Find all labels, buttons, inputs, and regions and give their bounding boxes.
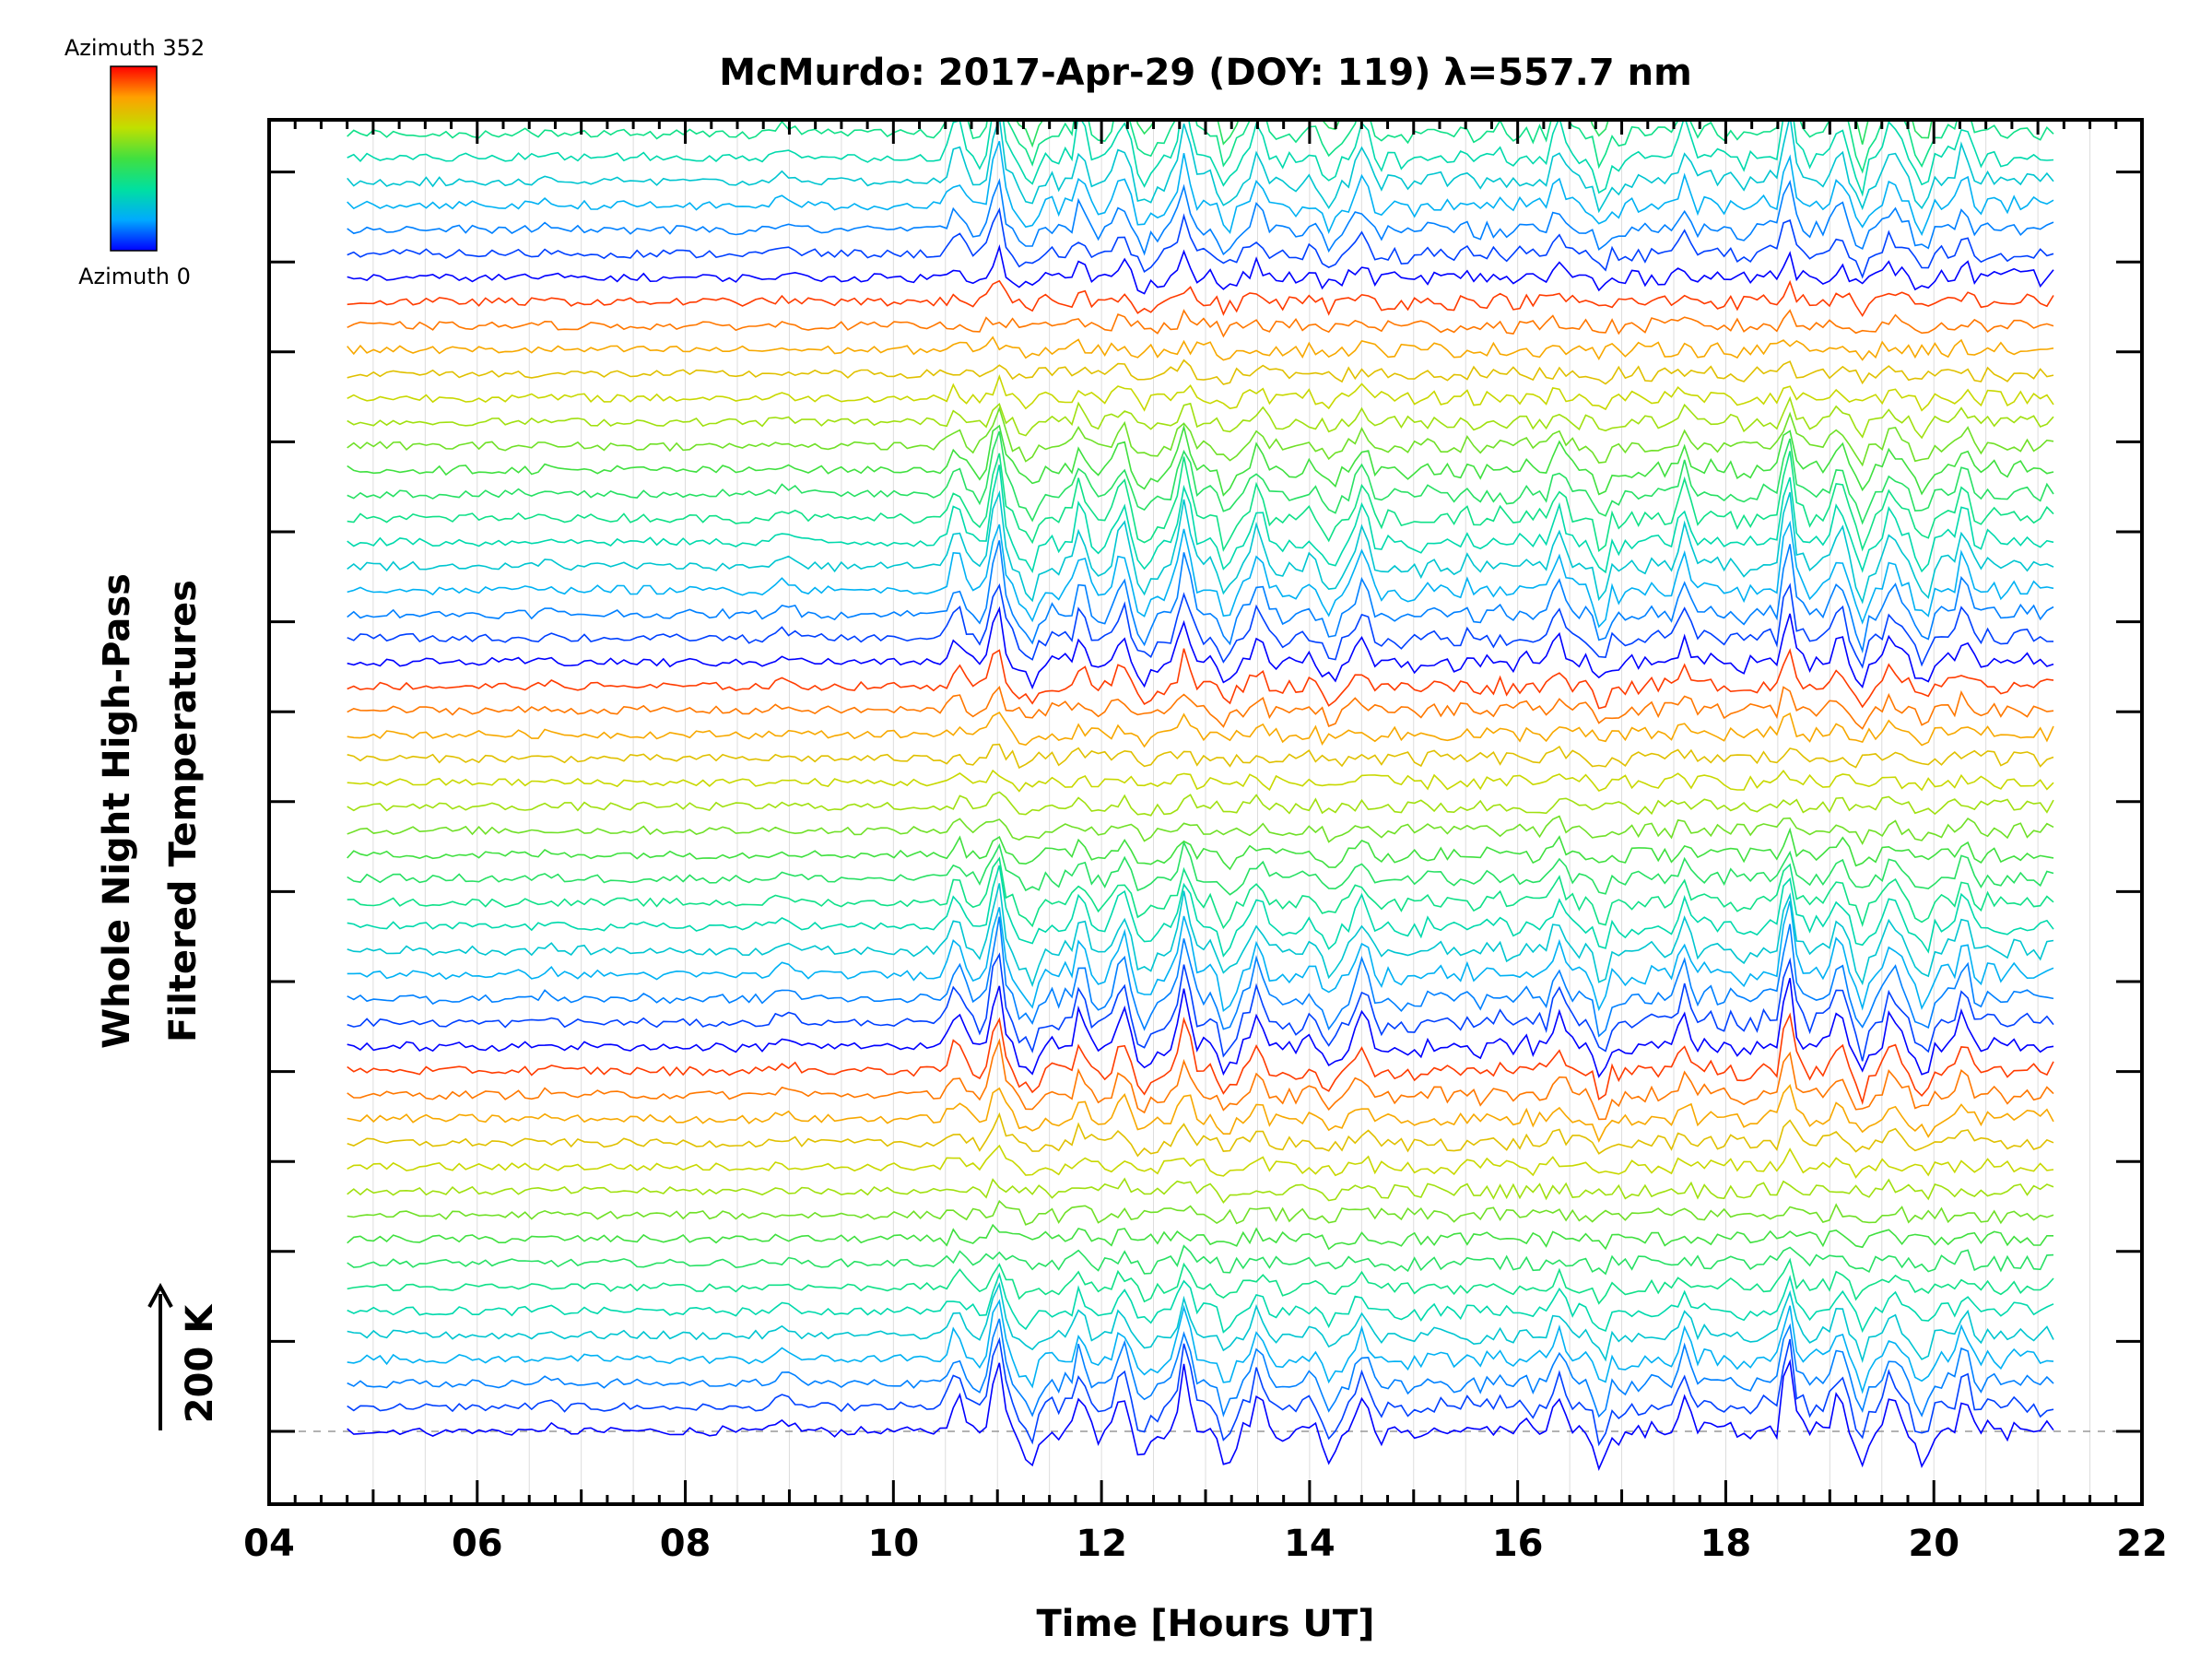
y-axis-label-line1: Whole Night High-Pass <box>96 573 138 1049</box>
temperature-trace <box>347 120 2054 174</box>
temperature-traces <box>347 120 2054 1471</box>
temperature-trace <box>347 1318 2054 1418</box>
colorbar-top-label: Azimuth 352 <box>65 35 205 61</box>
temperature-trace <box>347 279 2054 318</box>
x-tick-label: 10 <box>867 1523 919 1565</box>
temperature-trace <box>347 815 2054 846</box>
temperature-trace <box>347 1257 2054 1305</box>
temperature-trace <box>347 582 2054 669</box>
x-tick-label: 06 <box>452 1523 503 1565</box>
temperature-trace <box>347 712 2054 748</box>
temperature-trace <box>347 977 2054 1078</box>
temperature-trace <box>347 743 2054 770</box>
temperature-trace <box>347 1272 2054 1334</box>
temperature-trace <box>347 520 2054 629</box>
temperature-trace <box>347 883 2054 988</box>
temperature-trace <box>347 1223 2053 1251</box>
colorbar-bottom-label: Azimuth 0 <box>78 264 191 289</box>
temperature-trace <box>347 309 2054 338</box>
x-axis-label: Time [Hours UT] <box>1037 1603 1375 1645</box>
scale-bar: 200 K <box>147 1282 221 1430</box>
x-tick-label: 20 <box>1908 1523 1959 1565</box>
temperature-trace <box>347 178 2054 256</box>
temperature-trace <box>347 1336 2054 1447</box>
temperature-trace <box>347 430 2054 525</box>
temperature-trace <box>347 648 2054 710</box>
x-tick-label: 14 <box>1284 1523 1335 1565</box>
y-axis-label-line2: Filtered Temperatures <box>162 580 205 1042</box>
temperature-trace <box>347 1144 2054 1179</box>
temperature-trace <box>347 206 2054 279</box>
temperature-trace <box>347 1012 2054 1105</box>
temperature-trace <box>347 1299 2054 1394</box>
colorbar <box>110 65 158 252</box>
temperature-trace <box>347 900 2054 1013</box>
temperature-trace <box>347 335 2054 361</box>
temperature-trace <box>347 685 2054 730</box>
temperature-trace <box>347 856 2054 930</box>
temperature-trace <box>347 373 2054 412</box>
temperature-trace <box>347 451 2054 553</box>
x-tick-label: 08 <box>660 1523 712 1565</box>
x-tick-label: 16 <box>1492 1523 1544 1565</box>
temperature-trace <box>347 1038 2054 1121</box>
x-tick-label: 22 <box>2116 1523 2168 1565</box>
temperature-trace <box>347 359 2054 385</box>
temperature-trace <box>347 769 2054 793</box>
temperature-trace <box>347 1359 2054 1471</box>
temperature-trace <box>347 606 2054 690</box>
temperature-trace <box>347 1281 2054 1364</box>
temperature-trace <box>347 827 2054 871</box>
x-tick-label: 12 <box>1076 1523 1127 1565</box>
temperature-trace <box>347 424 2054 497</box>
scale-bar-label: 200 K <box>179 1303 221 1423</box>
temperature-trace <box>347 1177 2054 1205</box>
temperature-trace <box>347 916 2054 1038</box>
temperature-trace <box>347 540 2054 654</box>
chart-title: McMurdo: 2017-Apr-29 (DOY: 119) λ=557.7 … <box>719 52 1692 94</box>
temperature-trace <box>347 140 2054 237</box>
temperature-trace <box>347 1084 2054 1143</box>
temperature-trace <box>347 865 2054 958</box>
temperature-trace <box>347 120 2054 214</box>
temperature-trace <box>347 395 2054 440</box>
x-tick-labels: 04 06 08 10 12 14 16 18 20 22 <box>243 1523 2168 1565</box>
temperature-trace <box>347 840 2054 896</box>
temperature-trace <box>347 120 2054 197</box>
x-tick-label: 18 <box>1700 1523 1752 1565</box>
temperature-trace <box>347 1199 2054 1226</box>
temperature-trace <box>347 791 2054 817</box>
x-tick-label: 04 <box>243 1523 295 1565</box>
temperature-trace <box>347 489 2054 605</box>
temperature-trace <box>347 406 2054 467</box>
temperature-trace <box>347 465 2054 574</box>
temperature-trace <box>347 1112 2054 1158</box>
temperature-trace <box>347 952 2054 1062</box>
axis-ticks <box>267 120 2144 1504</box>
temperature-trace <box>347 243 2054 295</box>
temperature-trace <box>347 1244 2054 1276</box>
